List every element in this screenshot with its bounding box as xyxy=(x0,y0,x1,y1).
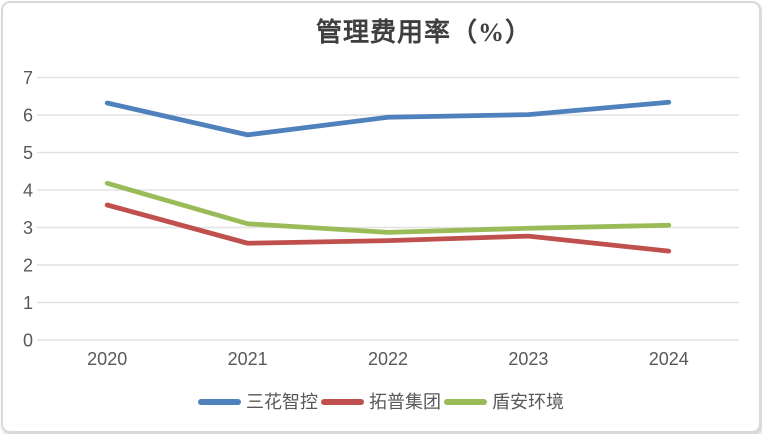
y-tick-label: 0 xyxy=(23,331,33,351)
legend-swatch-sanhua-icon xyxy=(198,399,241,405)
y-tick-label: 6 xyxy=(23,106,33,126)
y-tick-label: 1 xyxy=(23,293,33,313)
y-tick-label: 7 xyxy=(23,68,33,88)
x-tick-label: 2021 xyxy=(228,349,268,369)
legend-item-sanhua: 三花智控 xyxy=(198,391,318,413)
legend-label-tuopu: 拓普集团 xyxy=(369,392,441,412)
y-tick-label: 2 xyxy=(23,256,33,276)
y-tick-label: 5 xyxy=(23,143,33,163)
series-line-0 xyxy=(104,99,672,138)
series-line-2 xyxy=(104,180,672,235)
legend-item-dunan: 盾安环境 xyxy=(444,391,564,413)
x-tick-label: 2023 xyxy=(508,349,548,369)
chart-title: 管理费用率（%） xyxy=(315,18,533,47)
series-line-1 xyxy=(104,202,672,254)
x-tick-label: 2022 xyxy=(368,349,408,369)
x-tick-label: 2020 xyxy=(87,349,127,369)
y-tick-label: 4 xyxy=(23,181,33,201)
legend-swatch-dunan-icon xyxy=(444,399,487,405)
legend-item-tuopu: 拓普集团 xyxy=(321,391,441,413)
chart-legend: 三花智控 拓普集团 盾安环境 xyxy=(0,391,762,413)
legend-swatch-tuopu-icon xyxy=(321,399,364,405)
legend-label-sanhua: 三花智控 xyxy=(246,392,318,412)
x-tick-label: 2024 xyxy=(649,349,689,369)
y-tick-label: 3 xyxy=(23,218,33,238)
legend-label-dunan: 盾安环境 xyxy=(492,392,564,412)
